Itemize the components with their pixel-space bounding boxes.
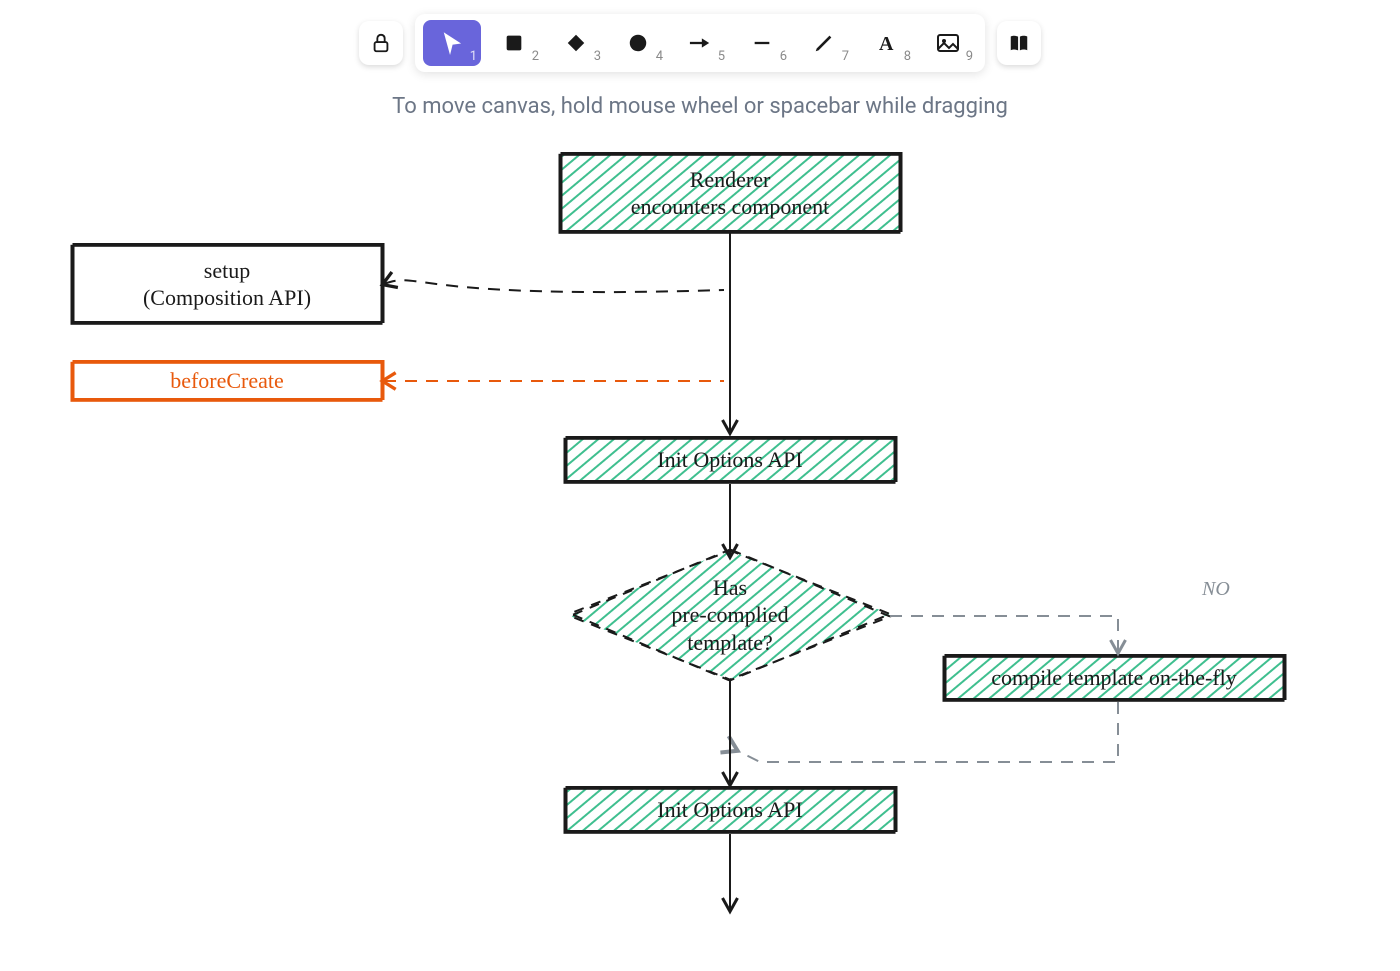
node-init1[interactable] (565, 437, 897, 483)
tool-num: 6 (780, 49, 787, 64)
node-label-beforecreate: beforeCreate (72, 367, 382, 395)
node-label-init1: Init Options API (565, 446, 895, 474)
tool-draw[interactable]: 7 (795, 20, 853, 66)
canvas-hint: To move canvas, hold mouse wheel or spac… (0, 94, 1400, 119)
edge-e6[interactable] (736, 702, 1118, 762)
node-label-compile: compile template on-the-fly (944, 664, 1284, 692)
svg-text:A: A (879, 33, 894, 55)
cursor-icon (440, 31, 464, 55)
node-compile[interactable] (944, 655, 1286, 701)
tool-arrow[interactable]: 5 (671, 20, 729, 66)
tool-image[interactable]: 9 (919, 20, 977, 66)
book-icon (1007, 32, 1031, 54)
node-label-setup: setup (Composition API) (72, 257, 382, 312)
tool-selection[interactable]: 1 (423, 20, 481, 66)
node-setup[interactable] (72, 244, 384, 324)
circle-icon (627, 32, 649, 54)
pencil-icon (813, 32, 835, 54)
node-init2[interactable] (565, 787, 897, 833)
tool-diamond[interactable]: 3 (547, 20, 605, 66)
tool-ellipse[interactable]: 4 (609, 20, 667, 66)
flowchart-canvas (0, 0, 1400, 971)
node-label-init2: Init Options API (565, 796, 895, 824)
tool-text[interactable]: A 8 (857, 20, 915, 66)
toolbar: 1 2 3 4 5 (415, 14, 985, 72)
tool-num: 9 (966, 49, 973, 64)
library-button[interactable] (997, 21, 1041, 65)
tool-num: 7 (842, 49, 849, 64)
tool-line[interactable]: 6 (733, 20, 791, 66)
tool-num: 2 (532, 49, 539, 64)
square-icon (503, 32, 525, 54)
unlock-icon (370, 32, 392, 54)
image-icon (936, 33, 960, 53)
toolbar-container: 1 2 3 4 5 (0, 0, 1400, 72)
tool-num: 5 (718, 49, 725, 64)
tool-num: 4 (656, 49, 663, 64)
diamond-icon (565, 32, 587, 54)
tool-num: 8 (904, 49, 911, 64)
lock-button[interactable] (359, 21, 403, 65)
node-decision[interactable] (570, 550, 890, 680)
edge-e5[interactable] (890, 616, 1118, 652)
node-label-decision: Has pre-complied template? (570, 574, 890, 657)
tool-rectangle[interactable]: 2 (485, 20, 543, 66)
node-label-renderer: Renderer encounters component (560, 166, 900, 221)
edge-e2[interactable] (384, 280, 724, 292)
node-renderer[interactable] (560, 153, 902, 233)
tool-num: 1 (470, 49, 477, 64)
edge-label-e5: NO (1202, 578, 1230, 601)
text-icon: A (874, 31, 898, 55)
node-beforecreate[interactable] (72, 361, 384, 401)
line-icon (750, 32, 774, 54)
arrow-icon (687, 32, 713, 54)
tool-num: 3 (594, 49, 601, 64)
